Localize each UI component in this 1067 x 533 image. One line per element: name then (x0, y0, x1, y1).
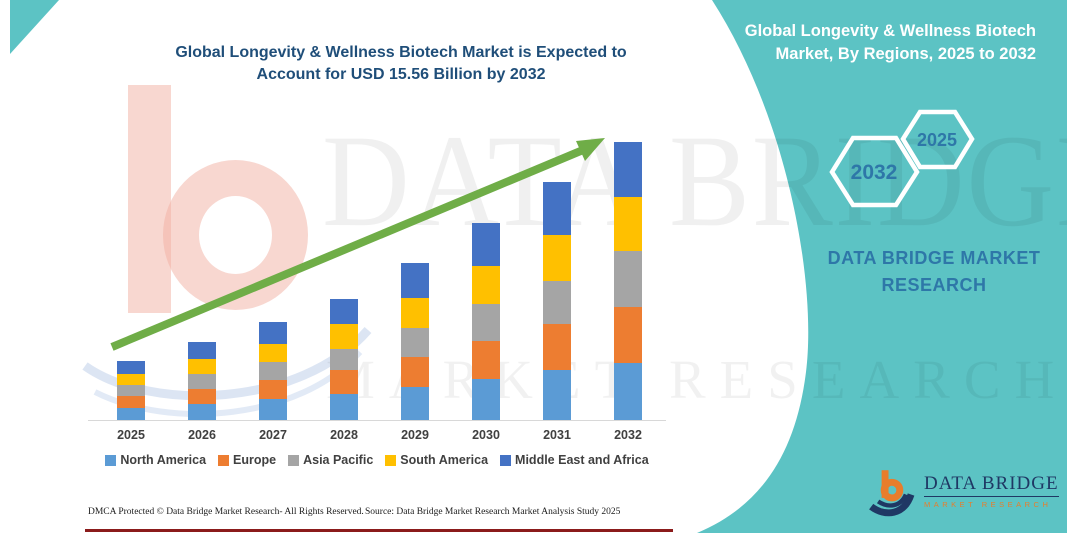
company-logo-icon (869, 470, 915, 517)
bar-segment (188, 374, 216, 389)
bar-segment (259, 362, 287, 381)
bar-segment (543, 370, 571, 420)
x-axis-label: 2030 (472, 428, 500, 442)
hexagon-2032-label: 2032 (850, 161, 898, 184)
side-panel-title-line2: Market, By Regions, 2025 to 2032 (775, 45, 1036, 63)
x-axis-label: 2026 (188, 428, 216, 442)
bar-segment (117, 396, 145, 408)
hexagon-2025-outline (900, 109, 975, 170)
bar-segment (614, 363, 642, 420)
bar-segment (330, 394, 358, 420)
legend-label: North America (120, 453, 207, 467)
company-logo-text: DATA BRIDGE MARKET RESEARCH (924, 473, 1059, 509)
side-panel-title: Global Longevity & Wellness Biotech Mark… (706, 20, 1036, 66)
company-logo-name: DATA BRIDGE (924, 473, 1059, 497)
legend-item: Middle East and Africa (500, 453, 649, 467)
company-logo-subtitle: MARKET RESEARCH (924, 500, 1052, 509)
legend-swatch (500, 454, 512, 466)
x-axis-line (88, 420, 666, 421)
bar-segment (330, 369, 358, 395)
x-axis-label: 2032 (614, 428, 642, 442)
company-logo: DATA BRIDGE MARKET RESEARCH (866, 463, 1059, 519)
legend-label: Middle East and Africa (515, 453, 649, 467)
legend-swatch (385, 454, 397, 466)
bar-segment (614, 251, 642, 308)
bar-segment (188, 403, 216, 420)
bar-segment (188, 359, 216, 375)
side-panel-brand-line1: DATA BRIDGE MARKET (827, 248, 1041, 268)
bar-segment (117, 361, 145, 375)
legend-swatch (288, 454, 300, 466)
bar-segment (259, 399, 287, 420)
legend-swatch (218, 454, 230, 466)
bar-2032 (614, 142, 642, 420)
bar-segment (401, 386, 429, 420)
legend-swatch (105, 454, 117, 466)
side-panel-title-line1: Global Longevity & Wellness Biotech (744, 22, 1036, 40)
teal-side-panel (697, 0, 1067, 533)
side-panel-brand-line2: RESEARCH (881, 275, 987, 295)
dmca-notice: DMCA Protected © Data Bridge Market Rese… (88, 507, 364, 517)
x-axis-label: 2029 (401, 428, 429, 442)
bar-segment (614, 197, 642, 252)
chart-legend: North America Europe Asia Pacific South Ame… (88, 453, 666, 467)
legend-label: Europe (233, 453, 277, 467)
x-axis-label: 2028 (330, 428, 358, 442)
bar-segment (614, 307, 642, 364)
x-axis-label: 2027 (259, 428, 287, 442)
legend-item: South America (385, 453, 488, 467)
legend-item: Europe (218, 453, 276, 467)
x-axis-label: 2025 (117, 428, 145, 442)
legend-item: North America (105, 453, 206, 467)
bar-segment (330, 348, 358, 370)
bar-segment (259, 380, 287, 400)
bar-segment (188, 388, 216, 404)
bar-2025 (117, 361, 145, 420)
chart-headline-line2: Account for USD 15.56 Billion by 2032 (256, 66, 546, 83)
brand-subtext-watermark: MARKET RESEARCH (326, 349, 1067, 410)
chart-headline: Global Longevity & Wellness Biotech Mark… (90, 42, 712, 86)
bar-segment (401, 356, 429, 387)
teal-corner-triangle (10, 0, 59, 54)
bar-segment (117, 385, 145, 397)
source-note: Source: Data Bridge Market Research Mark… (365, 507, 621, 517)
bottom-accent-line (85, 529, 673, 532)
hexagon-2025-label: 2025 (916, 130, 958, 150)
side-panel-brand-name: DATA BRIDGE MARKET RESEARCH (806, 245, 1062, 299)
chart-headline-line1: Global Longevity & Wellness Biotech Mark… (175, 44, 627, 61)
legend-label: Asia Pacific (303, 453, 374, 467)
bar-segment (117, 374, 145, 386)
legend-item: Asia Pacific (288, 453, 373, 467)
bar-segment (117, 407, 145, 420)
x-axis-labels: 2025 2026 2027 2028 2029 2030 2031 2032 (88, 428, 666, 444)
bar-segment (472, 378, 500, 420)
hexagon-2032-outline (829, 135, 920, 208)
legend-label: South America (400, 453, 489, 467)
bar-segment (614, 142, 642, 198)
x-axis-label: 2031 (543, 428, 571, 442)
